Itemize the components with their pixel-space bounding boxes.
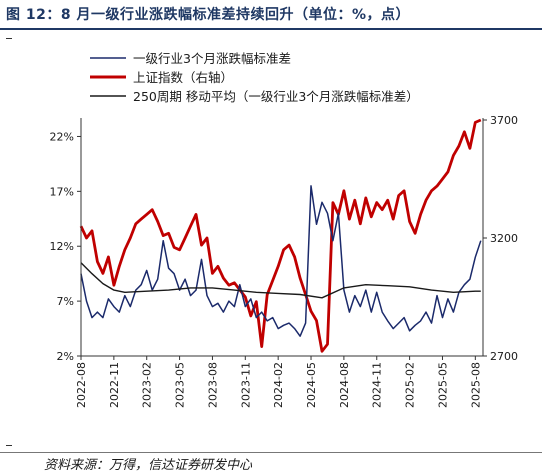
x-tick-label: 2022-08	[75, 362, 88, 408]
series-line-index	[79, 118, 482, 353]
x-tick-label: 2024-08	[338, 362, 351, 408]
x-tick-label: 2023-08	[206, 362, 219, 408]
x-tick-label: 2025-05	[436, 362, 449, 408]
left-tick-label: 2%	[57, 350, 74, 363]
source-note: 资料来源：万得，信达证券研发中心	[44, 458, 253, 473]
x-tick-label: 2023-11	[239, 362, 252, 408]
series-layer	[79, 118, 482, 353]
left-tick-label: 7%	[57, 295, 74, 308]
x-tick-label: 2022-11	[108, 362, 121, 408]
left-tick-label: 17%	[50, 185, 74, 198]
left-tick-label: 12%	[50, 240, 74, 253]
series-line-ma	[80, 262, 481, 299]
legend-label-index: 上证指数（右轴）	[133, 70, 233, 85]
x-tick-label: 2025-08	[469, 362, 482, 408]
legend-label-std: 一级行业3个月涨跌幅标准差	[133, 51, 291, 66]
x-tick-label: 2023-05	[174, 362, 187, 408]
legend: 一级行业3个月涨跌幅标准差 上证指数（右轴） 250周期 移动平均（一级行业3个…	[90, 51, 419, 104]
footer-rule	[0, 452, 542, 453]
series-line-std	[80, 185, 482, 337]
margin-dash-bottom	[6, 445, 12, 446]
margin-dash-top	[6, 38, 12, 39]
legend-label-ma: 250周期 移动平均（一级行业3个月涨跌幅标准差）	[133, 89, 419, 104]
right-tick-label: 2700	[490, 350, 518, 363]
right-tick-label: 3200	[490, 232, 518, 245]
title-underline	[0, 28, 542, 30]
x-tick-label: 2024-02	[272, 362, 285, 408]
chart-title: 图 12：8 月一级行业涨跌幅标准差持续回升（单位：%，点）	[6, 7, 410, 23]
x-tick-label: 2025-02	[404, 362, 417, 408]
left-tick-label: 22%	[50, 130, 74, 143]
x-tick-label: 2024-11	[371, 362, 384, 408]
x-tick-label: 2023-02	[141, 362, 154, 408]
plot-area: 2% 7% 12% 17% 22% 2700 3200 3700 2022-08 2022-11 2…	[50, 114, 518, 408]
right-tick-label: 3700	[490, 114, 518, 127]
x-tick-label: 2024-05	[305, 362, 318, 408]
axes-layer: 2% 7% 12% 17% 22% 2700 3200 3700 2022-08 2022-11 2…	[50, 114, 518, 408]
